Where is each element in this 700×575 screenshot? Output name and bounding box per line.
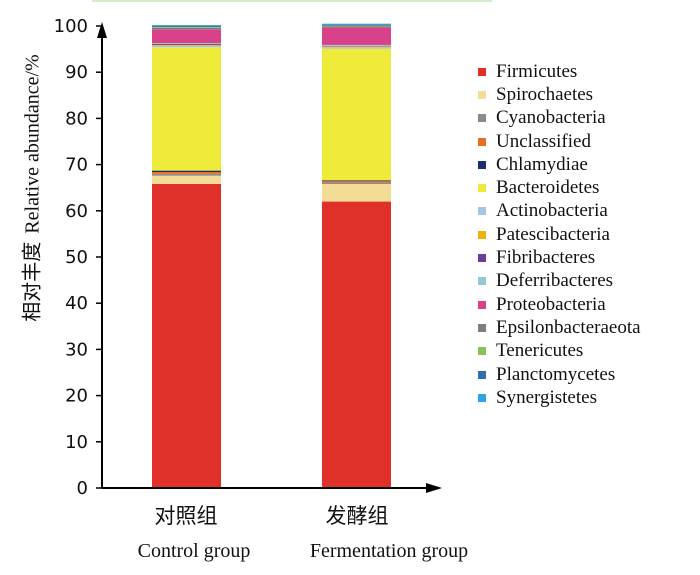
legend-swatch	[478, 277, 486, 286]
bar-segment-proteobacteria-control	[152, 29, 221, 44]
legend-item-proteobacteria: Proteobacteria	[478, 293, 693, 316]
legend-swatch	[478, 347, 486, 356]
x-category-label-en-control: Control group	[137, 540, 251, 562]
bar-segment-planctomycetes-control	[152, 26, 221, 27]
y-axis-arrow	[97, 22, 107, 38]
legend-swatch	[478, 300, 486, 309]
legend-item-tenericutes: Tenericutes	[478, 340, 693, 363]
legend-swatch	[478, 207, 486, 216]
legend-label: Firmicutes	[496, 60, 578, 82]
legend-label: Patescibacteria	[496, 223, 610, 245]
bar-segment-patescibacteria-control	[152, 44, 221, 46]
legend-label: Spirochaetes	[496, 83, 594, 105]
bar-segment-fibribacteres-control	[152, 44, 221, 45]
legend-label: Planctomycetes	[496, 363, 616, 385]
bar-segment-epsilonbacteraeota-fermentation	[322, 26, 391, 28]
legend-swatch	[478, 323, 486, 332]
bar-segment-actinobacteria-fermentation	[322, 47, 391, 49]
legend-label: Epsilonbacteraeota	[496, 316, 641, 338]
bar-segment-proteobacteria-fermentation	[322, 27, 391, 45]
x-category-label-cn-fermentation: 发酵组	[325, 504, 389, 528]
bar-segment-spirochaetes-fermentation	[322, 184, 391, 202]
x-axis-arrow	[426, 483, 442, 493]
legend-swatch	[478, 184, 486, 193]
bar-segment-chlamydiae-fermentation	[322, 180, 391, 182]
legend-label: Actinobacteria	[496, 200, 608, 222]
y-axis-label: 相对丰度 Relative abundance/%	[16, 54, 45, 321]
y-tick-label: 10	[65, 432, 88, 453]
legend-swatch	[478, 137, 486, 146]
bar-segment-unclassified-control	[152, 171, 221, 174]
y-tick-label: 40	[65, 293, 88, 314]
legend-label: Tenericutes	[496, 340, 584, 362]
legend-item-planctomycetes: Planctomycetes	[478, 363, 693, 386]
bar-segment-firmicutes-fermentation	[322, 201, 391, 488]
legend-swatch	[478, 90, 486, 99]
legend-item-spirochaetes: Spirochaetes	[478, 83, 693, 106]
bar-segment-epsilonbacteraeota-control	[152, 27, 221, 30]
legend-item-deferribacteres: Deferribacteres	[478, 270, 693, 293]
bar-segment-cyanobacteria-control	[152, 173, 221, 176]
legend-item-actinobacteria: Actinobacteria	[478, 200, 693, 223]
y-tick-label: 20	[65, 386, 88, 407]
bar-segment-deferribacteres-fermentation	[322, 44, 391, 46]
bar-segment-cyanobacteria-fermentation	[322, 182, 391, 185]
bar-segment-actinobacteria-control	[152, 45, 221, 48]
y-tick-label: 90	[65, 62, 88, 83]
bar-segment-bacteroidetes-control	[152, 47, 221, 171]
y-tick-label: 80	[65, 108, 88, 129]
legend-label: Chlamydiae	[496, 153, 588, 175]
legend-item-unclassified: Unclassified	[478, 130, 693, 153]
legend-swatch	[478, 114, 486, 123]
y-tick-label: 70	[65, 155, 88, 176]
legend-swatch	[478, 393, 486, 402]
legend-swatch	[478, 67, 486, 76]
y-tick-label: 50	[65, 247, 88, 268]
bar-segment-firmicutes-control	[152, 184, 221, 488]
bar-segment-tenericutes-fermentation	[322, 25, 391, 27]
y-axis-label-cn: 相对丰度	[19, 241, 44, 322]
bars-layer	[152, 23, 391, 488]
legend-item-fibribacteres: Fibribacteres	[478, 246, 693, 269]
y-tick-label: 30	[65, 339, 88, 360]
bar-segment-deferribacteres-control	[152, 43, 221, 45]
legend-label: Unclassified	[496, 130, 591, 152]
legend-item-chlamydiae: Chlamydiae	[478, 153, 693, 176]
x-category-label-cn-control: 对照组	[154, 504, 218, 528]
bar-segment-patescibacteria-fermentation	[322, 46, 391, 48]
x-category-label-en-fermentation: Fermentation group	[309, 540, 469, 562]
bar-segment-planctomycetes-fermentation	[322, 24, 391, 26]
legend-item-epsilonbacteraeota: Epsilonbacteraeota	[478, 316, 693, 339]
axes-layer: 0 10 20 30 40 50 60 70 80 90 100	[54, 16, 442, 499]
legend-label: Proteobacteria	[496, 293, 606, 315]
legend-label: Bacteroidetes	[496, 177, 600, 199]
top-accent-line	[92, 0, 492, 2]
bar-segment-chlamydiae-control	[152, 170, 221, 172]
bar-segment-synergistetes-control	[152, 25, 221, 26]
legend-item-synergistetes: Synergistetes	[478, 386, 693, 409]
legend-label: Cyanobacteria	[496, 107, 606, 129]
legend-item-firmicutes: Firmicutes	[478, 60, 693, 83]
y-tick-label: 0	[77, 478, 88, 499]
legend-item-patescibacteria: Patescibacteria	[478, 223, 693, 246]
bar-segment-spirochaetes-control	[152, 175, 221, 185]
legend-item-bacteroidetes: Bacteroidetes	[478, 176, 693, 199]
legend-swatch	[478, 254, 486, 263]
legend-item-cyanobacteria: Cyanobacteria	[478, 107, 693, 130]
bar-segment-tenericutes-control	[152, 26, 221, 28]
legend-swatch	[478, 160, 486, 169]
y-tick-label: 100	[54, 16, 88, 37]
bar-segment-synergistetes-fermentation	[322, 23, 391, 25]
bar-segment-bacteroidetes-fermentation	[322, 48, 391, 181]
legend-label: Fibribacteres	[496, 247, 596, 269]
legend-label: Synergistetes	[496, 386, 597, 408]
legend-swatch	[478, 370, 486, 379]
legend: Firmicutes Spirochaetes Cyanobacteria Uncla…	[478, 60, 693, 409]
bar-segment-unclassified-fermentation	[322, 181, 391, 183]
legend-swatch	[478, 230, 486, 239]
y-tick-label: 60	[65, 201, 88, 222]
y-axis-label-en: Relative abundance/%	[21, 54, 44, 234]
legend-label: Deferribacteres	[496, 270, 614, 292]
